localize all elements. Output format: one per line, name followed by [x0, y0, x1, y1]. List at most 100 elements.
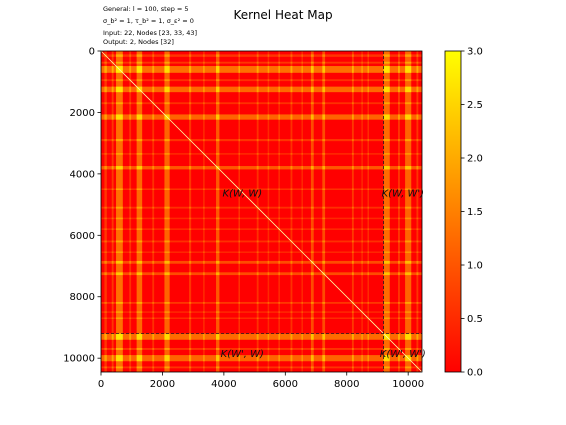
- heatmap-cell: [256, 166, 259, 170]
- heatmap-cell: [111, 66, 114, 73]
- heatmap-cell: [152, 311, 155, 313]
- heatmap-cell: [111, 317, 114, 320]
- heatmap-cell: [416, 86, 419, 93]
- heatmap-cell: [367, 102, 370, 105]
- heatmap-cell: [256, 260, 259, 264]
- heatmap-cell: [361, 355, 363, 362]
- heatmap-cell: [238, 301, 240, 304]
- heatmap-cell: [361, 272, 363, 276]
- info-input: Input: 22, Nodes [23, 33, 43]: [103, 29, 197, 37]
- heatmap-cell: [367, 217, 370, 220]
- band-horizontal: [101, 79, 422, 82]
- heatmap-cell: [416, 348, 419, 350]
- heatmap-cell: [301, 348, 303, 350]
- heatmap-cell: [278, 188, 280, 190]
- heatmap-cell: [111, 251, 114, 253]
- heatmap-cell: [301, 260, 303, 264]
- heatmap-cell: [301, 228, 303, 230]
- heatmap-cell: [116, 102, 123, 105]
- heatmap-cell: [104, 260, 107, 264]
- band-vertical: [111, 51, 114, 372]
- heatmap-cell: [104, 139, 107, 142]
- heatmap-cell: [116, 311, 123, 313]
- heatmap-cell: [238, 79, 240, 82]
- heatmap-cell: [152, 333, 155, 340]
- heatmap-cell: [405, 366, 412, 369]
- heatmap-cell: [116, 153, 123, 155]
- heatmap-cell: [278, 153, 280, 155]
- heatmap-cell: [361, 79, 363, 82]
- heatmap-cell: [111, 114, 114, 120]
- heatmap-cell: [152, 228, 155, 230]
- heatmap-cell: [129, 301, 132, 304]
- heatmap-cell: [189, 260, 192, 264]
- heatmap-cell: [405, 139, 412, 142]
- heatmap-cell: [203, 114, 205, 120]
- heatmap-cell: [203, 348, 205, 350]
- heatmap-cell: [301, 153, 303, 155]
- heatmap-cell: [116, 217, 123, 220]
- heatmap-cell: [189, 217, 192, 220]
- heatmap-cell: [416, 240, 419, 243]
- heatmap-cell: [310, 102, 314, 105]
- heatmap-cell: [216, 348, 220, 350]
- heatmap-cell: [203, 311, 205, 313]
- band-vertical: [129, 51, 132, 372]
- heatmap-cell: [216, 114, 220, 120]
- heatmap-cell: [189, 79, 192, 82]
- heatmap-cell: [104, 166, 107, 170]
- heatmap-cell: [116, 228, 123, 230]
- heatmap-cell: [189, 228, 192, 230]
- heatmap-cell: [398, 114, 400, 120]
- heatmap-cell: [267, 79, 270, 82]
- heatmap-cell: [189, 54, 192, 57]
- band-vertical: [367, 51, 370, 372]
- heatmap-cell: [111, 260, 114, 264]
- heatmap-cell: [398, 66, 400, 73]
- heatmap-cell: [164, 355, 170, 362]
- colorbar-tick-label: 0.5: [467, 314, 483, 325]
- heatmap-cell: [351, 251, 354, 253]
- heatmap-cell: [111, 366, 114, 369]
- heatmap-cell: [383, 301, 390, 304]
- heatmap-cell: [216, 240, 220, 243]
- heatmap-cell: [152, 139, 155, 142]
- heatmap-cell: [203, 251, 205, 253]
- heatmap-cell: [367, 272, 370, 276]
- heatmap-cell: [129, 61, 132, 64]
- heatmap-cell: [136, 311, 143, 313]
- heatmap-cell: [278, 217, 280, 220]
- heatmap-cell: [290, 166, 293, 170]
- band-horizontal: [101, 317, 422, 320]
- heatmap-cell: [216, 355, 220, 362]
- plot-frame: [100, 50, 423, 373]
- heatmap-cell: [278, 348, 280, 350]
- heatmap-cell: [136, 228, 143, 230]
- heatmap-cell: [361, 317, 363, 320]
- heatmap-cell: [416, 317, 419, 320]
- heatmap-cell: [256, 139, 259, 142]
- heatmap-cell: [405, 61, 412, 64]
- band-horizontal: [101, 217, 422, 220]
- heatmap-cell: [383, 54, 390, 57]
- heatmap-cell: [256, 251, 259, 253]
- band-horizontal: [101, 251, 422, 253]
- band-vertical: [361, 51, 363, 372]
- heatmap-cell: [351, 355, 354, 362]
- heatmap-cell: [136, 188, 143, 190]
- heatmap-cell: [129, 228, 132, 230]
- heatmap-cell: [136, 61, 143, 64]
- heatmap-cell: [189, 348, 192, 350]
- heatmap-cell: [152, 272, 155, 276]
- band-horizontal: [101, 301, 422, 304]
- heatmap-cell: [322, 188, 326, 190]
- heatmap-cell: [416, 139, 419, 142]
- heatmap-cell: [367, 206, 370, 209]
- heatmap-cell: [367, 61, 370, 64]
- heatmap-cell: [310, 139, 314, 142]
- heatmap-cell: [351, 240, 354, 243]
- heatmap-cell: [116, 166, 123, 170]
- band-horizontal: [101, 153, 422, 155]
- heatmap-cell: [278, 102, 280, 105]
